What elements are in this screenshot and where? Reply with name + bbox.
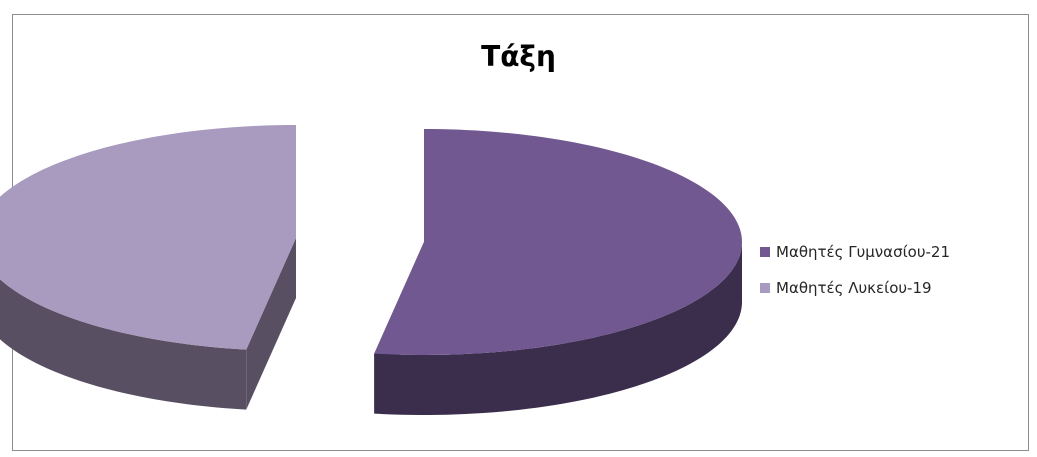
pie-slice-gymnasium-top (374, 129, 742, 355)
pie-slice-gymnasium-side (374, 242, 742, 415)
legend-label-lyceum: Μαθητές Λυκείου-19 (776, 279, 932, 297)
chart-legend: Μαθητές Γυμνασίου-21 Μαθητές Λυκείου-19 (760, 242, 950, 314)
legend-swatch-gymnasium (760, 247, 770, 257)
legend-label-gymnasium: Μαθητές Γυμνασίου-21 (776, 243, 951, 261)
pie-slice-lyceum (0, 125, 296, 410)
chart-title: Τάξη (481, 40, 556, 73)
legend-item-lyceum: Μαθητές Λυκείου-19 (760, 278, 950, 298)
pie-slice-lyceum-side (0, 279, 247, 410)
pie-slice-lyceum-cut-face (246, 238, 296, 410)
legend-item-gymnasium: Μαθητές Γυμνασίου-21 (760, 242, 950, 262)
pie-slice-gymnasium (374, 129, 742, 415)
pie-slice-lyceum-top (0, 125, 296, 350)
legend-swatch-lyceum (760, 283, 770, 293)
